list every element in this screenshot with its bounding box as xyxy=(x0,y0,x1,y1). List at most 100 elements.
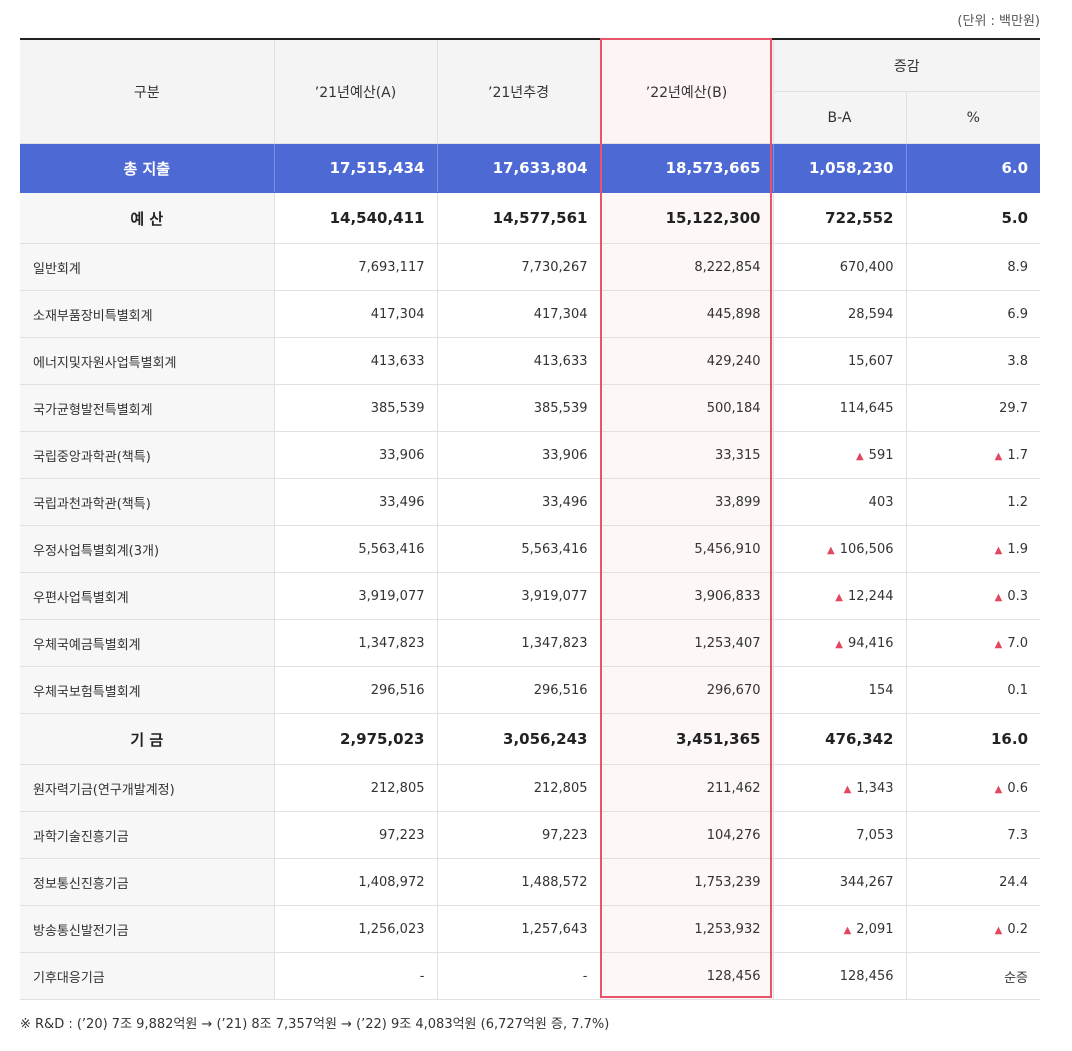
supplementary-21-value-text: 417,304 xyxy=(533,306,588,322)
supplementary-21-value-text: 7,730,267 xyxy=(521,259,588,275)
table-row: 일반회계 7,693,117 7,730,267 8,222,854 670,400 8.… xyxy=(20,243,1041,291)
budget-21-value-text: 97,223 xyxy=(379,827,425,843)
header-percent: % xyxy=(905,91,1041,144)
budget-22-value-text: 1,753,239 xyxy=(694,874,761,890)
budget-21-value: 1,408,972 xyxy=(273,858,437,906)
supplementary-21-value-text: 14,577,561 xyxy=(492,209,588,227)
row-label: 우체국예금특별회계 xyxy=(20,619,274,667)
row-label-text: 예 산 xyxy=(130,209,164,228)
table-row: 국립과천과학관(책특) 33,496 33,496 33,899 403 1.2 xyxy=(20,478,1041,526)
budget-21-value-text: 1,408,972 xyxy=(358,874,425,890)
table-row: 정보통신진흥기금 1,408,972 1,488,572 1,753,239 344,2… xyxy=(20,858,1041,906)
header-supplementary-21: ’21년추경 xyxy=(436,39,600,144)
row-label: 원자력기금(연구개발계정) xyxy=(20,764,274,812)
budget-22-value: 1,753,239 xyxy=(599,858,773,906)
difference-value: ▲ 591 xyxy=(772,431,906,479)
budget-22-value-text: 15,122,300 xyxy=(665,209,761,227)
supplementary-21-value-text: 17,633,804 xyxy=(492,159,588,177)
supplementary-21-value: 3,056,243 xyxy=(436,713,600,765)
budget-21-value: 212,805 xyxy=(273,764,437,812)
row-label: 우편사업특별회계 xyxy=(20,572,274,620)
difference-value-text: 1,343 xyxy=(856,780,894,796)
difference-value: 154 xyxy=(772,666,906,714)
table-row: 원자력기금(연구개발계정) 212,805 212,805 211,462 ▲ 1,343… xyxy=(20,764,1041,812)
budget-22-value-text: 1,253,407 xyxy=(694,635,761,651)
budget-21-value-text: 2,975,023 xyxy=(340,730,425,748)
supplementary-21-value-text: 1,257,643 xyxy=(521,921,588,937)
difference-value: 7,053 xyxy=(772,811,906,859)
budget-22-value: 211,462 xyxy=(599,764,773,812)
budget-21-value-text: 212,805 xyxy=(370,780,425,796)
supplementary-21-value: 417,304 xyxy=(436,290,600,338)
percent-value: 5.0 xyxy=(905,192,1041,244)
budget-21-value-text: 3,919,077 xyxy=(358,588,425,604)
decrease-triangle-icon: ▲ xyxy=(855,450,864,462)
budget-21-value: 97,223 xyxy=(273,811,437,859)
row-label-text: 국립중앙과학관(책특) xyxy=(33,449,151,465)
percent-value: 24.4 xyxy=(905,858,1041,906)
decrease-triangle-icon: ▲ xyxy=(994,638,1003,650)
budget-22-value: 1,253,932 xyxy=(599,905,773,953)
budget-22-value-text: 18,573,665 xyxy=(665,159,761,177)
percent-value: 1.2 xyxy=(905,478,1041,526)
row-label-text: 국립과천과학관(책특) xyxy=(33,496,151,512)
difference-value-text: 94,416 xyxy=(848,635,894,651)
row-label-text: 총 지출 xyxy=(123,159,171,178)
budget-22-value-text: 33,899 xyxy=(715,494,761,510)
row-label: 국가균형발전특별회계 xyxy=(20,384,274,432)
supplementary-21-value-text: 97,223 xyxy=(542,827,588,843)
table-row: 소재부품장비특별회계 417,304 417,304 445,898 28,594 6.9 xyxy=(20,290,1041,338)
table-row: 우체국보험특별회계 296,516 296,516 296,670 154 0.1 xyxy=(20,666,1041,714)
difference-value-text: 403 xyxy=(868,494,894,510)
budget-21-value-text: 17,515,434 xyxy=(329,159,425,177)
budget-22-value-text: 296,670 xyxy=(706,682,761,698)
difference-value: 15,607 xyxy=(772,337,906,385)
budget-21-value: 7,693,117 xyxy=(273,243,437,291)
budget-21-value-text: 385,539 xyxy=(370,400,425,416)
budget-21-value: 413,633 xyxy=(273,337,437,385)
budget-22-value-text: 445,898 xyxy=(706,306,761,322)
supplementary-21-value: 413,633 xyxy=(436,337,600,385)
header-budget-21: ’21년예산(A) xyxy=(273,39,437,144)
percent-value: 8.9 xyxy=(905,243,1041,291)
budget-22-value-text: 211,462 xyxy=(706,780,761,796)
row-label-text: 기 금 xyxy=(130,730,164,749)
difference-value-text: 2,091 xyxy=(856,921,894,937)
percent-value: 순증 xyxy=(905,952,1041,1000)
row-label: 총 지출 xyxy=(20,143,274,193)
budget-22-value: 1,253,407 xyxy=(599,619,773,667)
difference-value-text: 128,456 xyxy=(839,968,894,984)
budget-21-value-text: 5,563,416 xyxy=(358,541,425,557)
decrease-triangle-icon: ▲ xyxy=(994,783,1003,795)
row-label: 정보통신진흥기금 xyxy=(20,858,274,906)
budget-22-value-text: 5,456,910 xyxy=(694,541,761,557)
row-label: 국립중앙과학관(책특) xyxy=(20,431,274,479)
percent-value: 0.1 xyxy=(905,666,1041,714)
budget-22-value: 33,899 xyxy=(599,478,773,526)
budget-21-value-text: 7,693,117 xyxy=(358,259,425,275)
budget-22-value: 18,573,665 xyxy=(599,143,773,193)
row-label-text: 원자력기금(연구개발계정) xyxy=(33,782,175,798)
supplementary-21-value-text: 3,919,077 xyxy=(521,588,588,604)
row-label-text: 소재부품장비특별회계 xyxy=(33,308,153,324)
budget-22-value: 445,898 xyxy=(599,290,773,338)
table-row: 기후대응기금 - - 128,456 128,456 순증 xyxy=(20,952,1041,1000)
percent-value-text: 0.1 xyxy=(1007,682,1029,698)
supplementary-21-value: 7,730,267 xyxy=(436,243,600,291)
decrease-triangle-icon: ▲ xyxy=(843,783,852,795)
header-change: 증감 xyxy=(772,39,1041,92)
supplementary-21-value: 1,488,572 xyxy=(436,858,600,906)
difference-value: 114,645 xyxy=(772,384,906,432)
row-label: 우정사업특별회계(3개) xyxy=(20,525,274,573)
budget-21-value: 385,539 xyxy=(273,384,437,432)
row-label-text: 에너지및자원사업특별회계 xyxy=(33,355,177,371)
budget-22-value: 500,184 xyxy=(599,384,773,432)
difference-value-text: 1,058,230 xyxy=(809,159,894,177)
table-row: 우체국예금특별회계 1,347,823 1,347,823 1,253,407 ▲ 94,… xyxy=(20,619,1041,667)
difference-value-text: 670,400 xyxy=(839,259,894,275)
percent-value-text: 0.3 xyxy=(1007,588,1029,604)
supplementary-21-value-text: 296,516 xyxy=(533,682,588,698)
budget-22-value-text: 128,456 xyxy=(706,968,761,984)
row-label-text: 우편사업특별회계 xyxy=(33,590,129,606)
row-label: 기 금 xyxy=(20,713,274,765)
